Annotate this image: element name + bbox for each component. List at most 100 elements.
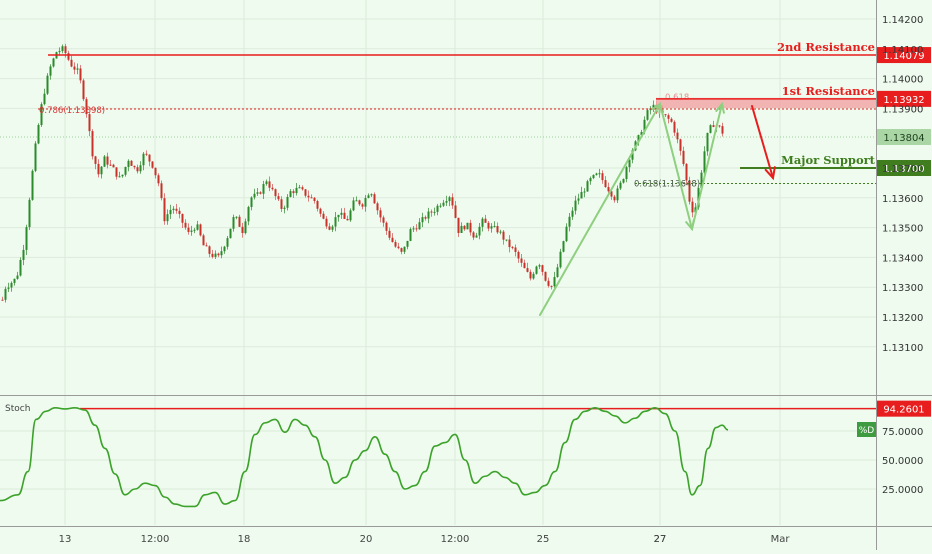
candle-body	[100, 166, 103, 175]
price-tick-label: 1.13500	[882, 224, 923, 235]
candle-body	[388, 230, 391, 238]
level-price-tag-3	[877, 160, 931, 176]
candle-body	[115, 167, 118, 177]
candle-body	[526, 268, 529, 272]
candle-body	[223, 246, 226, 252]
candle-body	[583, 191, 586, 193]
pattern-arrow-leg2	[659, 103, 693, 230]
candle-body	[151, 161, 154, 168]
candle-body	[106, 156, 109, 165]
candle-body	[286, 196, 289, 208]
candle-body	[166, 214, 169, 222]
candle-body	[331, 226, 334, 230]
candle-body	[16, 275, 19, 279]
candle-body	[598, 173, 601, 175]
candle-body	[154, 167, 157, 176]
candle-body	[349, 210, 352, 221]
candle-body	[64, 46, 67, 54]
candle-body	[43, 93, 46, 105]
candle-body	[400, 248, 403, 252]
price-tick-label: 1.13200	[882, 313, 923, 324]
candle-body	[1, 299, 4, 301]
candle-body	[262, 184, 265, 194]
x-tick-label: 25	[537, 534, 550, 545]
pattern-arrow-leg3	[691, 103, 723, 230]
candle-body	[337, 214, 340, 218]
candle-body	[352, 200, 355, 211]
candle-body	[520, 258, 523, 263]
level-price-tag-text-2: 1.13932	[883, 95, 924, 106]
candle-body	[499, 231, 502, 233]
x-tick-label: 12:00	[441, 534, 470, 545]
level-price-tag-2	[877, 90, 931, 107]
candle-body	[457, 217, 460, 233]
candle-body	[58, 51, 61, 53]
candle-body	[181, 213, 184, 223]
candle-body	[40, 104, 43, 125]
price-tick-label: 1.14100	[882, 45, 923, 56]
candle-body	[61, 46, 64, 52]
price-tick-label: 1.13100	[882, 343, 923, 354]
price-tick-label: 1.13400	[882, 253, 923, 264]
stoch-series-tag-text: %D	[859, 426, 875, 436]
candle-body	[595, 173, 598, 175]
candle-body	[466, 222, 469, 230]
candle-body	[424, 217, 427, 219]
candle-body	[157, 175, 160, 184]
candle-body	[163, 198, 166, 222]
candle-body	[79, 68, 82, 81]
candle-body	[235, 216, 238, 218]
candle-body	[601, 173, 604, 181]
candle-body	[706, 132, 709, 152]
candle-body	[136, 167, 139, 172]
candle-body	[256, 192, 259, 194]
candle-body	[49, 66, 52, 76]
candle-body	[145, 153, 148, 155]
stoch-tick-label: 75.0000	[882, 427, 923, 438]
stoch-tick-label: 50.0000	[882, 456, 923, 467]
candle-body	[208, 246, 211, 254]
candle-body	[679, 139, 682, 151]
candle-body	[292, 191, 295, 194]
candle-body	[52, 58, 55, 67]
level-name-3: Major Support	[781, 153, 876, 167]
candle-body	[271, 187, 274, 190]
candle-body	[580, 191, 583, 199]
candle-body	[496, 226, 499, 233]
candle-body	[214, 253, 217, 257]
candle-body	[283, 207, 286, 209]
candle-body	[22, 249, 25, 260]
candle-body	[631, 150, 634, 160]
candle-body	[514, 247, 517, 252]
resistance-zone	[656, 97, 876, 108]
stoch-series-tag	[857, 422, 876, 437]
candle-body	[586, 181, 589, 192]
x-tick-label: 13	[59, 534, 72, 545]
candle-body	[34, 143, 37, 171]
candle-body	[616, 188, 619, 201]
candle-body	[541, 265, 544, 272]
candle-body	[487, 222, 490, 229]
candle-body	[274, 189, 277, 197]
x-tick-label: Mar	[771, 534, 791, 545]
candle-body	[568, 216, 571, 227]
candle-body	[556, 267, 559, 278]
candle-body	[493, 226, 496, 228]
price-tick-label: 1.13300	[882, 283, 923, 294]
forecast-arrow-head	[764, 166, 776, 181]
candle-body	[703, 151, 706, 173]
candle-body	[247, 207, 250, 222]
candle-body	[502, 231, 505, 240]
candle-body	[454, 205, 457, 218]
candle-body	[385, 222, 388, 231]
candle-body	[433, 211, 436, 213]
x-tick-label: 27	[654, 534, 667, 545]
candle-body	[643, 119, 646, 133]
level-name-1: 2nd Resistance	[777, 40, 875, 54]
x-tick-label: 27	[654, 534, 667, 545]
candle-body	[445, 201, 448, 203]
candle-body	[229, 228, 232, 239]
